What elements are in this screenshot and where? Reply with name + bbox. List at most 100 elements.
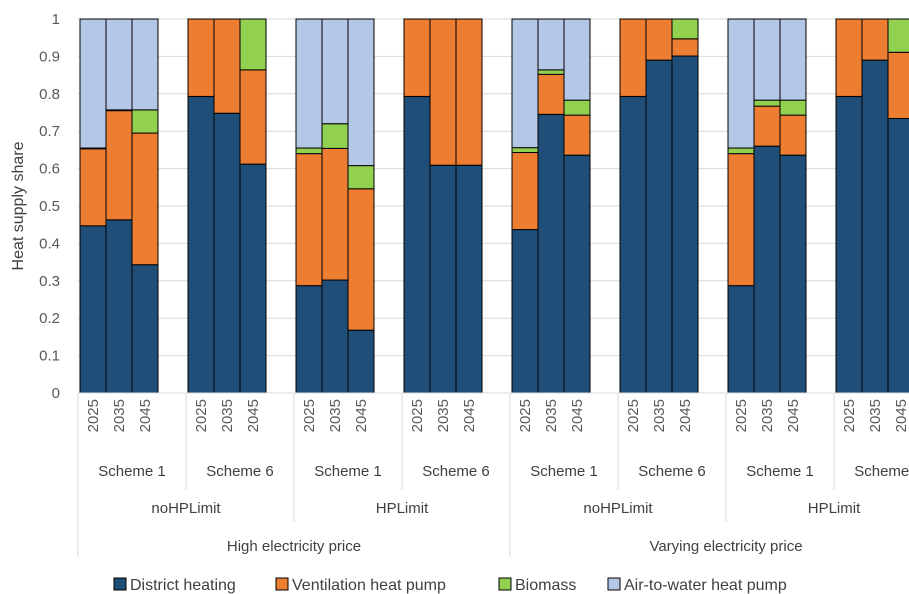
- bar-segment: [321, 123, 349, 149]
- bar-segment: [429, 164, 457, 394]
- bar-segment: [213, 112, 241, 394]
- legend-swatch: [275, 577, 289, 591]
- y-tick-label: 0.7: [39, 123, 60, 140]
- bar-segment: [753, 105, 781, 147]
- bar-segment: [619, 95, 647, 394]
- bar-segment: [563, 154, 591, 394]
- bar-segment: [321, 147, 349, 281]
- bar-segment: [887, 18, 909, 53]
- y-tick-label: 0.6: [39, 161, 60, 178]
- bar-segment: [347, 188, 375, 331]
- x-label-scheme: Scheme 1: [314, 463, 382, 480]
- bar-segment: [563, 99, 591, 116]
- x-tick-label-year: 2045: [137, 399, 154, 432]
- bar-segment: [671, 55, 699, 394]
- y-tick-label: 0.3: [39, 273, 60, 290]
- bar-segment: [105, 219, 133, 394]
- bar-segment: [347, 329, 375, 394]
- x-axis-category-labels: 2025 2035 2045 2025 2035 2045 2025 2035 2045 2025…: [77, 392, 909, 557]
- y-tick-label: 0.4: [39, 235, 60, 252]
- bar-segment: [727, 153, 755, 287]
- bar-segment: [753, 99, 781, 107]
- bar-segment: [511, 152, 539, 231]
- x-tick-label-year: 2045: [785, 399, 802, 432]
- x-tick-label-year: 2025: [517, 399, 534, 432]
- bar-segment: [239, 163, 267, 394]
- bar-segment: [671, 38, 699, 57]
- bar-segment: [861, 18, 889, 61]
- bar-segment: [563, 114, 591, 156]
- x-tick-label-year: 2025: [841, 399, 858, 432]
- x-label-scheme: Scheme 1: [98, 463, 166, 480]
- x-label-scheme: Scheme 6: [206, 463, 274, 480]
- bar-segment: [79, 18, 107, 149]
- bar-segment: [727, 147, 755, 155]
- x-tick-label-year: 2035: [327, 399, 344, 432]
- x-tick-label-year: 2035: [759, 399, 776, 432]
- x-label-scheme: Scheme 1: [746, 463, 814, 480]
- bar-segment: [537, 113, 565, 394]
- bar-segment: [295, 285, 323, 394]
- y-axis-tick-labels: 0 0.1 0.2 0.3 0.4 0.5 0.6 0.7 0.8 0.9 1: [39, 11, 60, 402]
- legend-label: District heating: [130, 577, 236, 594]
- bar-segment: [887, 51, 909, 119]
- bar-segment: [131, 109, 159, 134]
- x-label-scheme: Scheme 1: [530, 463, 598, 480]
- bar-segment: [727, 285, 755, 394]
- bar-segment: [239, 18, 267, 71]
- x-tick-label-year: 2035: [435, 399, 452, 432]
- bar-segment: [619, 18, 647, 97]
- y-axis-label: Heat supply share: [10, 141, 27, 270]
- bar-segment: [403, 95, 431, 394]
- legend-label: Biomass: [515, 577, 576, 594]
- x-tick-label-year: 2045: [677, 399, 694, 432]
- bar-segment: [671, 18, 699, 40]
- bar-segment: [105, 18, 133, 111]
- bar-segment: [295, 18, 323, 149]
- x-label-price: High electricity price: [227, 538, 361, 555]
- x-label-scheme: Scheme 6: [854, 463, 909, 480]
- x-tick-label-year: 2025: [301, 399, 318, 432]
- x-tick-label-year: 2045: [569, 399, 586, 432]
- legend-label: Ventilation heat pump: [292, 577, 446, 594]
- bar-segment: [511, 18, 539, 149]
- bar-segment: [887, 117, 909, 394]
- y-tick-label: 0.1: [39, 348, 60, 365]
- x-label-limit: noHPLimit: [583, 500, 653, 517]
- bar-segment: [295, 147, 323, 155]
- bar-segment: [187, 18, 215, 97]
- x-tick-label-year: 2045: [893, 399, 909, 432]
- legend: District heating Ventilation heat pump Bio…: [113, 577, 787, 594]
- bar-segment: [511, 147, 539, 154]
- bar-segment: [131, 18, 159, 111]
- bar-segment: [563, 18, 591, 101]
- bar-segment: [131, 264, 159, 394]
- bar-segment: [213, 18, 241, 114]
- y-tick-label: 0.5: [39, 198, 60, 215]
- x-tick-label-year: 2035: [543, 399, 560, 432]
- legend-swatch: [113, 577, 127, 591]
- bar-segment: [455, 164, 483, 394]
- x-tick-label-year: 2025: [193, 399, 210, 432]
- x-label-price: Varying electricity price: [649, 538, 802, 555]
- x-tick-label-year: 2035: [111, 399, 128, 432]
- y-tick-label: 0: [52, 385, 60, 402]
- bar-segment: [295, 153, 323, 287]
- x-tick-label-year: 2045: [245, 399, 262, 432]
- bar-segment: [779, 18, 807, 101]
- bar-segment: [835, 18, 863, 97]
- bar-segment: [835, 95, 863, 394]
- bar-segment: [347, 165, 375, 190]
- bar-segment: [645, 59, 673, 394]
- bar-segment: [347, 18, 375, 167]
- bar-segment: [861, 59, 889, 394]
- bar-segment: [779, 99, 807, 116]
- bar-segment: [131, 132, 159, 266]
- bar-segment: [537, 69, 565, 75]
- x-tick-label-year: 2025: [409, 399, 426, 432]
- x-tick-label-year: 2045: [461, 399, 478, 432]
- bar-segment: [321, 18, 349, 125]
- x-label-limit: HPLimit: [808, 500, 861, 517]
- bar-segment: [187, 95, 215, 394]
